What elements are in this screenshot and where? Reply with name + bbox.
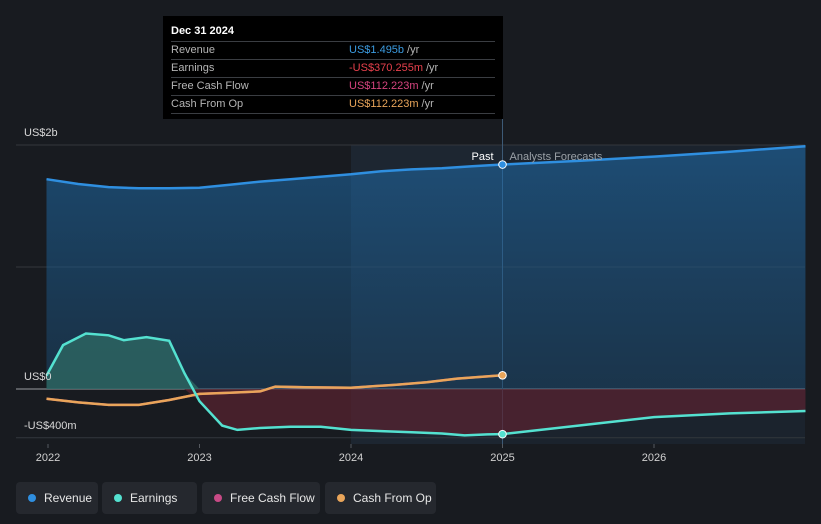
- tooltip-unit: /yr: [426, 62, 439, 74]
- tooltip-label: Cash From Op: [171, 98, 244, 110]
- legend-label: Cash From Op: [353, 491, 432, 505]
- tooltip-value: -US$370.255m/yr: [349, 60, 438, 76]
- revenue-line: [46, 163, 503, 190]
- earnings-negative-area: [46, 389, 806, 436]
- legend-dot: [114, 494, 122, 502]
- legend-item-earnings[interactable]: Earnings: [102, 482, 197, 514]
- tooltip-row-cash-from-op: Cash From Op US$112.223m/yr: [171, 95, 495, 114]
- x-tick-label: 2026: [642, 452, 666, 464]
- tooltip-row-revenue: Revenue US$1.495b/yr: [171, 41, 495, 59]
- legend-item-free-cash-flow[interactable]: Free Cash Flow: [202, 482, 320, 514]
- legend-dot: [214, 494, 222, 502]
- tooltip-unit: /yr: [421, 98, 434, 110]
- tooltip-row-earnings: Earnings -US$370.255m/yr: [171, 59, 495, 77]
- y-tick-label: US$0: [24, 371, 52, 383]
- cash-from-op-marker: [498, 371, 507, 380]
- forecast-label: Analysts Forecasts: [510, 151, 603, 163]
- tooltip-value-earnings: -US$370.255m: [349, 62, 423, 74]
- cash-from-op-line: [46, 374, 503, 407]
- x-tick-label: 2023: [187, 452, 211, 464]
- x-tick-label: 2024: [339, 452, 363, 464]
- tooltip-label: Free Cash Flow: [171, 80, 249, 92]
- earnings-marker: [498, 429, 507, 439]
- earnings-line: [45, 332, 503, 437]
- y-tick-label: US$2b: [24, 127, 58, 139]
- tooltip-unit: /yr: [407, 44, 420, 56]
- revenue-area: [46, 146, 806, 389]
- revenue-marker: [498, 160, 507, 169]
- legend-dot: [28, 494, 36, 502]
- legend-label: Earnings: [130, 491, 178, 505]
- tooltip-value: US$1.495b/yr: [349, 42, 419, 58]
- tooltip-label: Earnings: [171, 62, 215, 74]
- tooltip-value: US$112.223m/yr: [349, 78, 434, 94]
- tooltip-unit: /yr: [421, 80, 434, 92]
- legend-item-revenue[interactable]: Revenue: [16, 482, 98, 514]
- tooltip-value-cfo: US$112.223m: [349, 98, 419, 110]
- tooltip-label: Revenue: [171, 44, 216, 56]
- x-tick-label: 2022: [36, 452, 60, 464]
- tooltip-value-revenue: US$1.495b: [349, 44, 405, 56]
- legend-dot: [337, 494, 345, 502]
- legend-label: Free Cash Flow: [230, 491, 315, 505]
- tooltip-value: US$112.223m/yr: [349, 96, 434, 112]
- earnings-forecast-line: [502, 409, 806, 436]
- past-label: Past: [471, 151, 493, 163]
- tooltip-row-free-cash-flow: Free Cash Flow US$112.223m/yr: [171, 77, 495, 95]
- tooltip-date: Dec 31 2024: [171, 25, 234, 37]
- tooltip-value-fcf: US$112.223m: [349, 80, 419, 92]
- y-tick-label: -US$400m: [24, 420, 77, 432]
- legend-item-cash-from-op[interactable]: Cash From Op: [325, 482, 436, 514]
- tooltip-panel: Dec 31 2024 Revenue US$1.495b/yr Earning…: [163, 16, 503, 119]
- earnings-positive-area: [46, 333, 806, 389]
- legend-label: Revenue: [44, 491, 93, 505]
- x-tick-label: 2025: [490, 452, 514, 464]
- revenue-forecast-line: [502, 144, 806, 166]
